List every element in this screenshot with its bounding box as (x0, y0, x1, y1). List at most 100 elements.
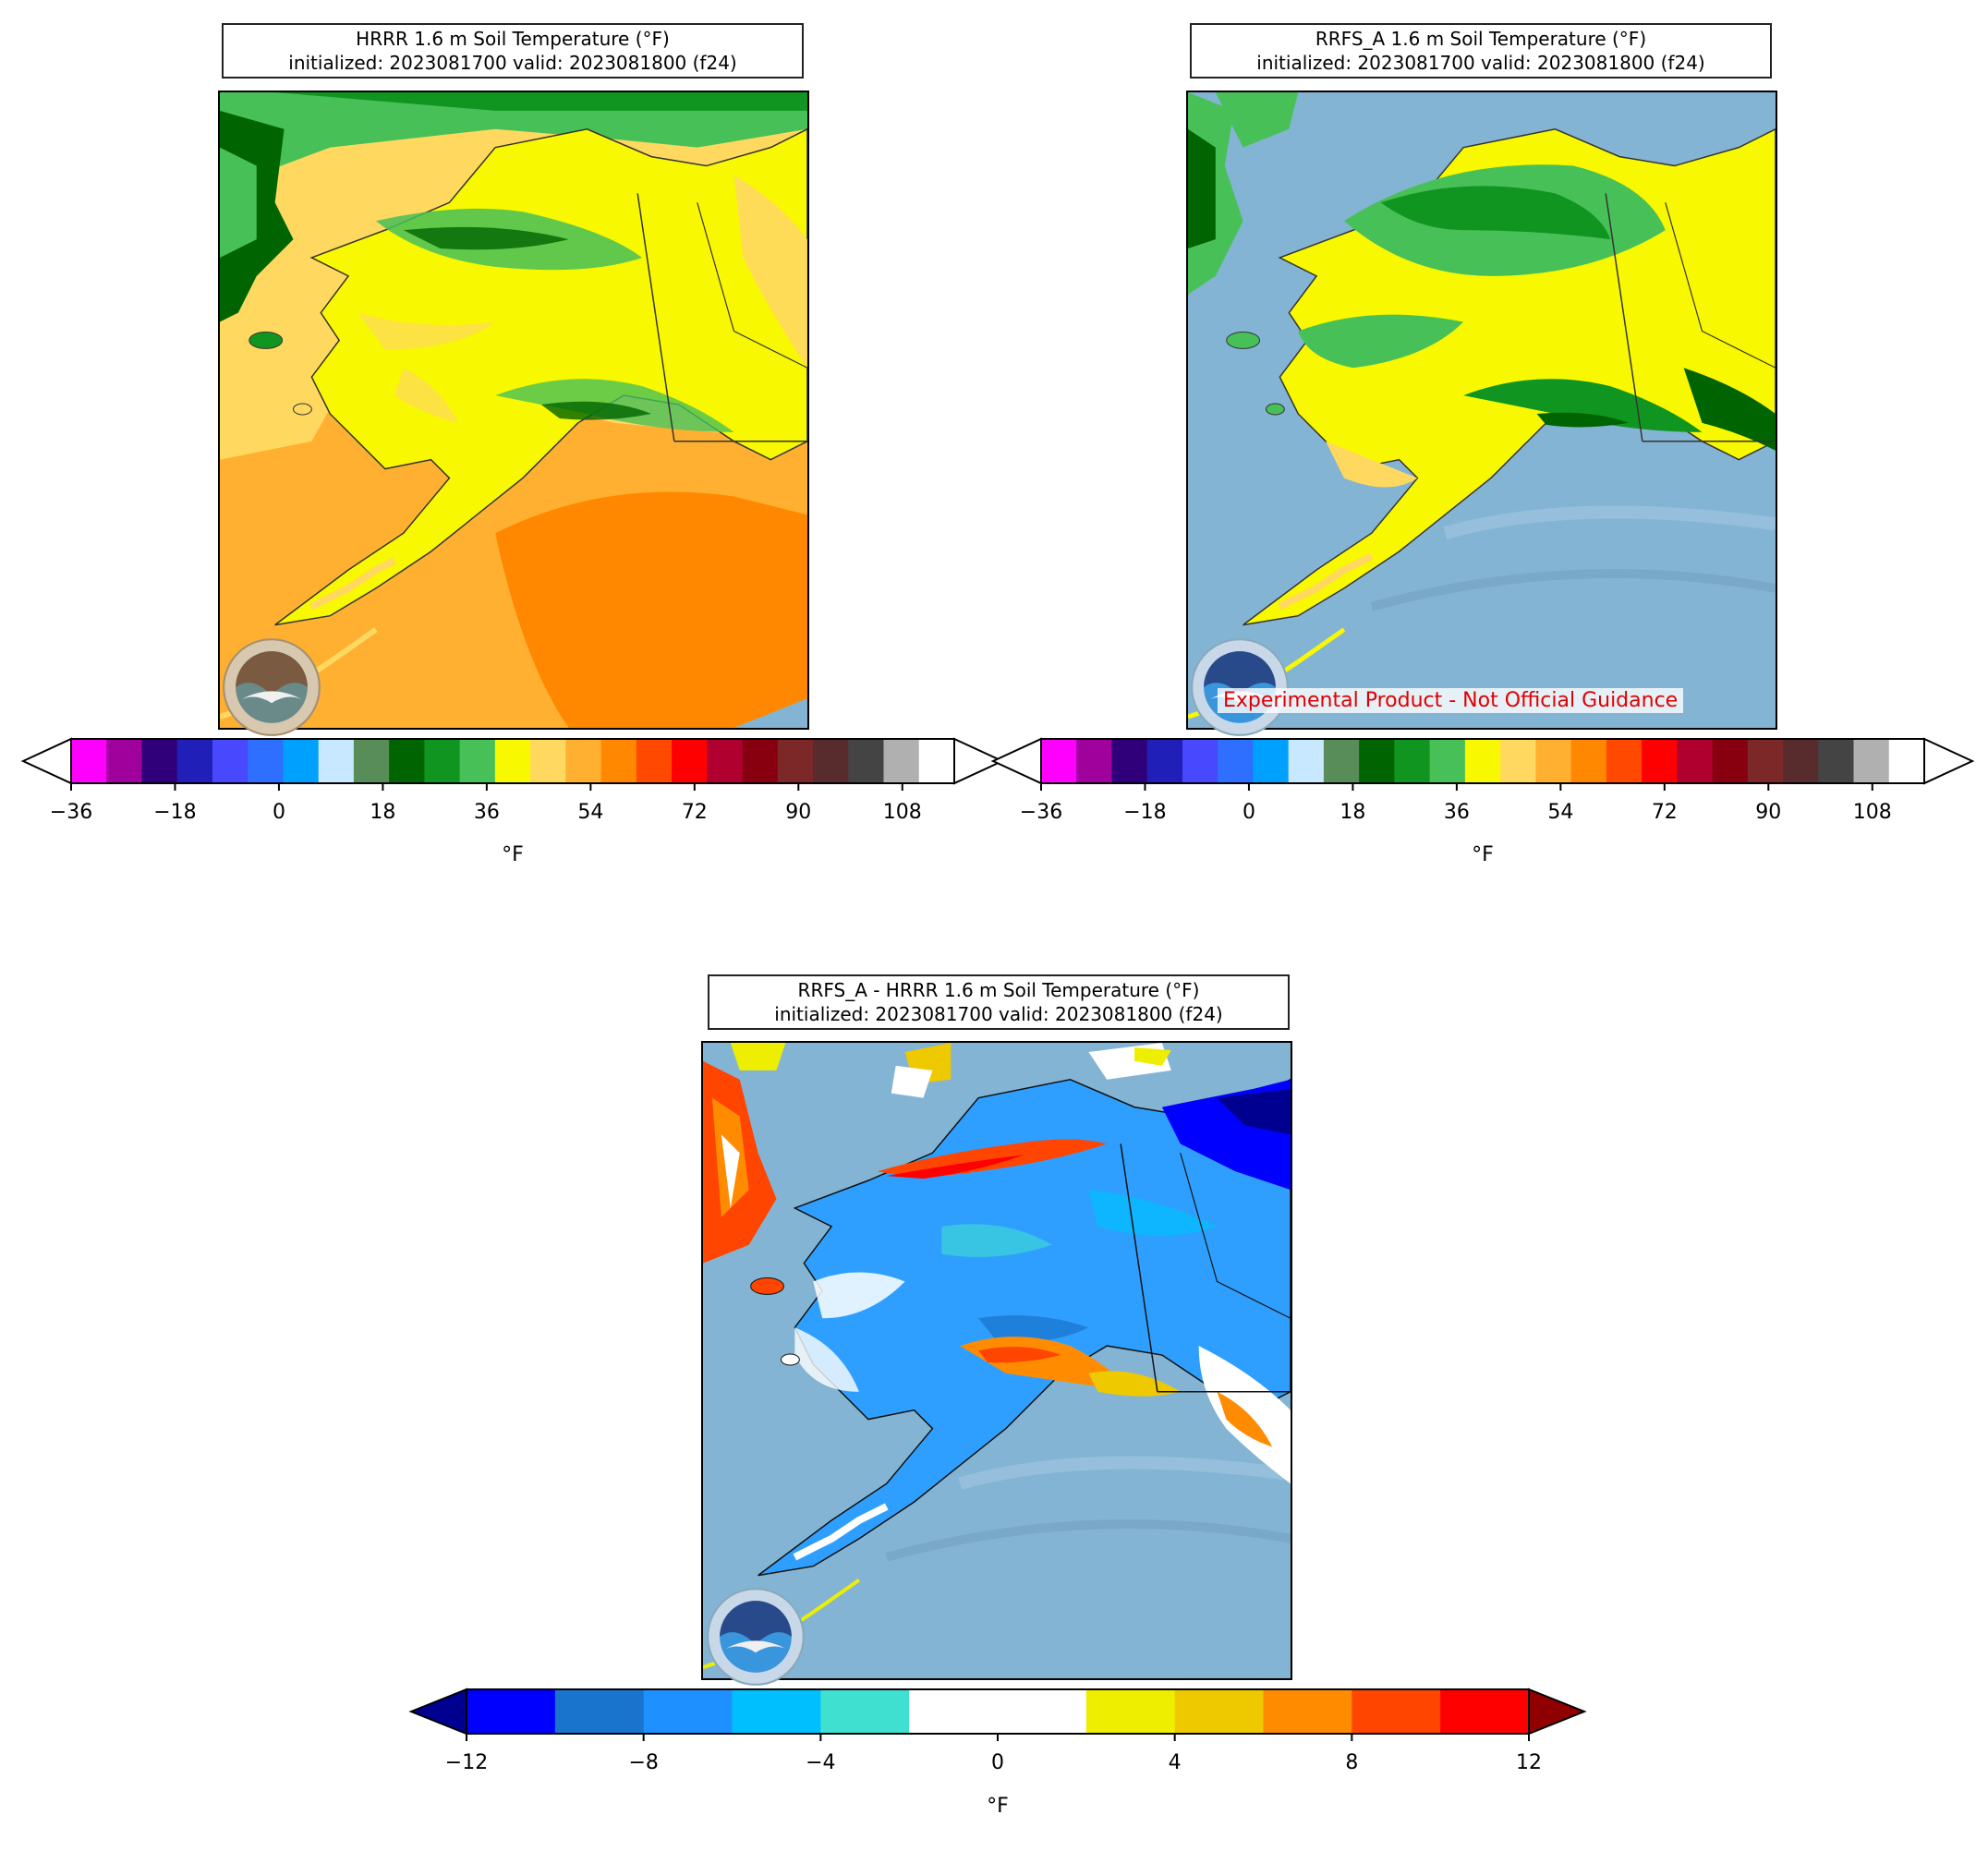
hrrr-colorbar-swatch (672, 739, 708, 783)
rrfs-colorbar-swatch (1182, 739, 1218, 783)
rrfs-colorbar-swatch (1464, 739, 1501, 783)
hrrr-colorbar-swatch (565, 739, 602, 783)
diff-colorbar-swatch (1440, 1689, 1530, 1734)
hrrr-colorbar-swatch (530, 739, 566, 783)
diff-colorbar-swatch (998, 1689, 1087, 1734)
rrfs-colorbar-swatch (1500, 739, 1536, 783)
hrrr-colorbar-swatch (494, 739, 531, 783)
diff-title-line2: initialized: 2023081700 valid: 202308180… (774, 1003, 1223, 1025)
rrfs-colorbar-swatch (1076, 739, 1112, 783)
rrfs-colorbar-tick-label: −36 (1020, 801, 1062, 824)
diff-title: RRFS_A - HRRR 1.6 m Soil Temperature (°F… (708, 974, 1290, 1030)
diff-colorbar-swatch (467, 1689, 556, 1734)
diff-colorbar-tick-label: −12 (445, 1751, 488, 1774)
rrfs-colorbar-swatch (1642, 739, 1678, 783)
rrfs-colorbar-under-triangle (990, 737, 1042, 785)
rrfs-colorbar-swatch (1359, 739, 1395, 783)
rrfs-colorbar-tick-label: 18 (1339, 801, 1365, 824)
rrfs-map (1186, 91, 1777, 730)
hrrr-noaa-logo (222, 637, 321, 737)
rrfs-colorbar-swatch (1606, 739, 1643, 783)
rrfs-colorbar-swatch (1253, 739, 1290, 783)
hrrr-colorbar-swatch (918, 739, 955, 783)
hrrr-colorbar-tick-label: 36 (474, 801, 500, 824)
rrfs-title-line2: initialized: 2023081700 valid: 202308180… (1256, 52, 1705, 74)
hrrr-colorbar-under-triangle (20, 737, 72, 785)
hrrr-colorbar-tick-label: 0 (273, 801, 285, 824)
hrrr-colorbar-tick-label: −18 (153, 801, 196, 824)
rrfs-colorbar-swatch (1677, 739, 1714, 783)
hrrr-colorbar-tick-label: 18 (370, 801, 395, 824)
diff-colorbar-swatch (1263, 1689, 1352, 1734)
rrfs-colorbar-swatch (1429, 739, 1466, 783)
rrfs-colorbar-swatch (1041, 739, 1077, 783)
rrfs-colorbar-over-triangle (1923, 737, 1975, 785)
hrrr-colorbar-tick-label: 108 (883, 801, 922, 824)
rrfs-colorbar-swatch (1712, 739, 1749, 783)
diff-colorbar-swatch (732, 1689, 821, 1734)
hrrr-colorbar-swatch (318, 739, 355, 783)
diff-colorbar-over-triangle (1528, 1688, 1587, 1736)
diff-colorbar-tick-label: 12 (1516, 1751, 1542, 1774)
hrrr-colorbar-swatch (176, 739, 213, 783)
diff-colorbar-swatch (1352, 1689, 1441, 1734)
rrfs-colorbar-swatch (1853, 739, 1890, 783)
diff-colorbar-tick-label: 4 (1169, 1751, 1182, 1774)
diff-colorbar-under-triangle (408, 1688, 467, 1736)
hrrr-colorbar-swatch (248, 739, 284, 783)
diff-colorbar-tick-label: −8 (628, 1751, 658, 1774)
hrrr-map (218, 91, 809, 730)
hrrr-colorbar-swatch (212, 739, 248, 783)
hrrr-title-line2: initialized: 2023081700 valid: 202308180… (288, 52, 737, 74)
rrfs-colorbar-swatch (1218, 739, 1254, 783)
hrrr-colorbar-swatch (883, 739, 920, 783)
hrrr-colorbar-swatch (813, 739, 849, 783)
hrrr-colorbar-swatch (141, 739, 178, 783)
diff-colorbar-swatch (1085, 1689, 1176, 1734)
hrrr-colorbar-swatch (283, 739, 320, 783)
rrfs-colorbar-swatch (1394, 739, 1431, 783)
hrrr-colorbar-swatch (848, 739, 885, 783)
rrfs-colorbar-tick-label: 0 (1242, 801, 1255, 824)
diff-colorbar-swatch (1174, 1689, 1264, 1734)
diff-map (701, 1041, 1292, 1680)
rrfs-colorbar-swatch (1288, 739, 1325, 783)
hrrr-colorbar-swatch (353, 739, 390, 783)
hrrr-colorbar-swatch (742, 739, 779, 783)
rrfs-colorbar-swatch (1111, 739, 1148, 783)
rrfs-colorbar-swatch (1818, 739, 1855, 783)
diff-colorbar-swatch (643, 1689, 733, 1734)
hrrr-colorbar-tick-label: 90 (785, 801, 811, 824)
hrrr-title-line1: HRRR 1.6 m Soil Temperature (°F) (356, 28, 670, 50)
diff-colorbar-tick-label: 0 (991, 1751, 1004, 1774)
hrrr-colorbar-swatch (424, 739, 461, 783)
diff-colorbar: −12 −8 −4 0 4 8 12 (408, 1688, 1587, 1774)
rrfs-colorbar-swatch (1323, 739, 1360, 783)
diff-colorbar-tick-label: −4 (806, 1751, 835, 1774)
diff-colorbar-unit: °F (987, 1795, 1009, 1818)
rrfs-colorbar-tick-label: 54 (1547, 801, 1573, 824)
rrfs-colorbar-tick-label: −18 (1123, 801, 1166, 824)
diff-colorbar-tick-label: 8 (1345, 1751, 1358, 1774)
rrfs-colorbar-swatch (1888, 739, 1925, 783)
hrrr-colorbar: −36 −18 0 18 36 54 72 90 108 (20, 737, 1005, 824)
hrrr-colorbar-swatch (106, 739, 142, 783)
rrfs-noaa-logo (1190, 637, 1290, 737)
rrfs-colorbar-swatch (1535, 739, 1572, 783)
hrrr-colorbar-frame (70, 738, 955, 784)
rrfs-colorbar-swatch (1570, 739, 1607, 783)
rrfs-colorbar-tick-label: 72 (1652, 801, 1678, 824)
hrrr-colorbar-swatch (459, 739, 496, 783)
diff-noaa-logo (706, 1587, 806, 1687)
rrfs-colorbar-swatch (1783, 739, 1819, 783)
rrfs-title: RRFS_A 1.6 m Soil Temperature (°F) initi… (1190, 23, 1772, 79)
diff-colorbar-swatch (554, 1689, 645, 1734)
rrfs-colorbar: −36 −18 0 18 36 54 72 90 108 (990, 737, 1975, 824)
diff-colorbar-swatch (909, 1689, 999, 1734)
rrfs-colorbar-tick-label: 36 (1444, 801, 1470, 824)
hrrr-colorbar-tick-label: 54 (577, 801, 603, 824)
hrrr-colorbar-swatch (600, 739, 637, 783)
diff-title-line1: RRFS_A - HRRR 1.6 m Soil Temperature (°F… (797, 979, 1200, 1001)
hrrr-colorbar-swatch (777, 739, 814, 783)
hrrr-title: HRRR 1.6 m Soil Temperature (°F) initial… (222, 23, 804, 79)
